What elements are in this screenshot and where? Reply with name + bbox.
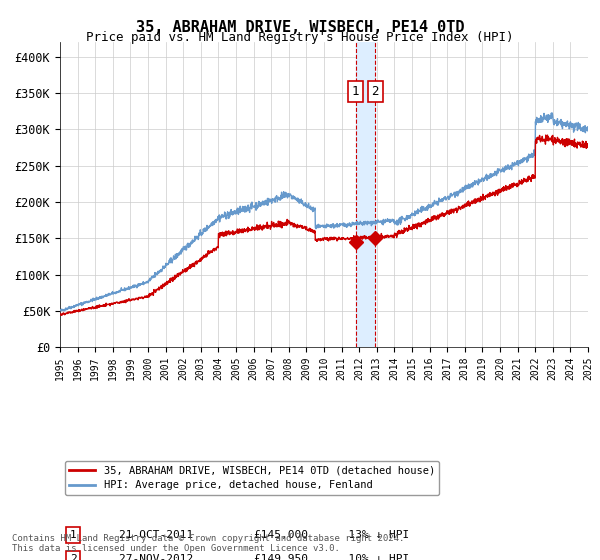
Text: Contains HM Land Registry data © Crown copyright and database right 2024.
This d: Contains HM Land Registry data © Crown c… bbox=[12, 534, 404, 553]
Text: Price paid vs. HM Land Registry's House Price Index (HPI): Price paid vs. HM Land Registry's House … bbox=[86, 31, 514, 44]
Text: 2: 2 bbox=[70, 554, 77, 560]
Text: 35, ABRAHAM DRIVE, WISBECH, PE14 0TD: 35, ABRAHAM DRIVE, WISBECH, PE14 0TD bbox=[136, 20, 464, 35]
Text: 21-OCT-2011         £145,000      13% ↓ HPI: 21-OCT-2011 £145,000 13% ↓ HPI bbox=[92, 530, 409, 540]
Bar bbox=[356, 42, 375, 347]
Text: 27-NOV-2012         £149,950      10% ↓ HPI: 27-NOV-2012 £149,950 10% ↓ HPI bbox=[92, 554, 409, 560]
Legend: 35, ABRAHAM DRIVE, WISBECH, PE14 0TD (detached house), HPI: Average price, detac: 35, ABRAHAM DRIVE, WISBECH, PE14 0TD (de… bbox=[65, 461, 439, 494]
Text: 2: 2 bbox=[371, 85, 379, 98]
Text: 1: 1 bbox=[352, 85, 359, 98]
Text: 1: 1 bbox=[70, 530, 77, 540]
